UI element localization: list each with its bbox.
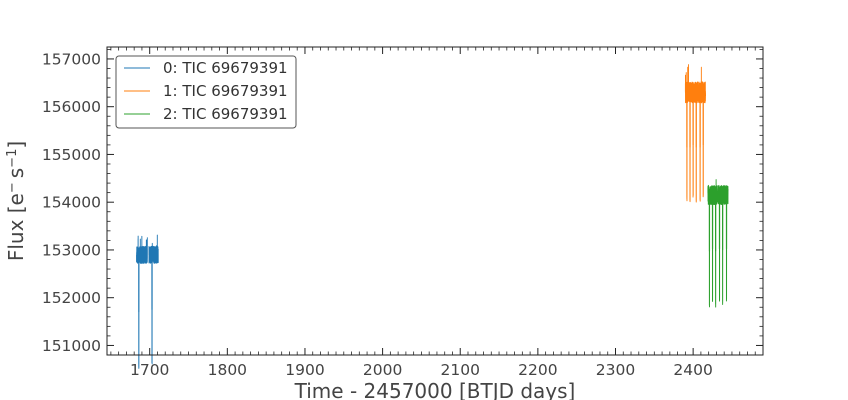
y-tick-label-155000: 155000 xyxy=(42,146,101,164)
legend: 0: TIC 69679391 1: TIC 69679391 2: TIC 6… xyxy=(115,55,297,129)
x-tick-label-2100: 2100 xyxy=(441,361,480,379)
y-tick-label-157000: 157000 xyxy=(42,50,101,68)
y-axis-label-sup1: − xyxy=(5,182,20,193)
legend-label-0: 0: TIC 69679391 xyxy=(163,59,288,77)
x-tick-label-1900: 1900 xyxy=(285,361,324,379)
y-axis-label: Flux [e− s−1] xyxy=(4,141,28,261)
x-tick-label-2000: 2000 xyxy=(363,361,402,379)
series-line-1 xyxy=(684,64,706,203)
y-tick-label-153000: 153000 xyxy=(42,241,101,259)
x-axis-label: Time - 2457000 [BTJD days] xyxy=(294,379,576,400)
series-line-0 xyxy=(136,234,159,369)
x-tick-label-2400: 2400 xyxy=(673,361,712,379)
tick-layer: 1700 1800 1900 2000 2100 2200 2300 2400 151000 15… xyxy=(42,47,764,379)
series-layer xyxy=(136,64,729,369)
y-axis-label-sup2: −1 xyxy=(5,149,20,168)
y-axis-label-main: Flux [e xyxy=(4,193,28,261)
y-tick-label-152000: 152000 xyxy=(42,289,101,307)
legend-box xyxy=(115,55,297,129)
x-tick-label-2200: 2200 xyxy=(518,361,557,379)
legend-label-2: 2: TIC 69679391 xyxy=(163,105,288,123)
y-tick-label-154000: 154000 xyxy=(42,194,101,212)
y-axis-label-mid: s xyxy=(4,168,28,178)
x-tick-label-1700: 1700 xyxy=(130,361,169,379)
legend-label-1: 1: TIC 69679391 xyxy=(163,82,288,100)
y-tick-label-156000: 156000 xyxy=(42,98,101,116)
plot-frame xyxy=(106,46,764,356)
x-tick-label-1800: 1800 xyxy=(208,361,247,379)
y-axis-label-end: ] xyxy=(4,141,28,149)
y-tick-label-151000: 151000 xyxy=(42,337,101,355)
series-line-2 xyxy=(707,179,729,308)
x-tick-label-2300: 2300 xyxy=(596,361,635,379)
